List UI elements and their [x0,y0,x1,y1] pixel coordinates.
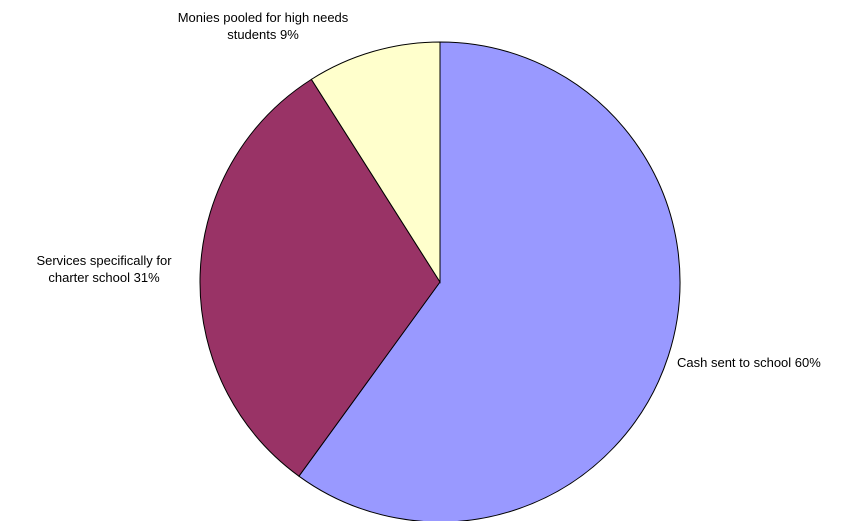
label-cash-sent-to-school: Cash sent to school 60% [677,355,821,370]
label-services-for-charter-school: Services specifically for charter school … [36,253,172,285]
label-cash-sent-to-school-line: Cash sent to school 60% [677,355,821,370]
label-monies-pooled-high-needs-line: students 9% [227,27,299,42]
pie-slices [199,41,681,521]
slice-labels: Cash sent to school 60% Services specific… [36,10,821,370]
slice-cash-sent-to-school [298,41,681,521]
label-services-for-charter-school-line: Services specifically for [36,253,172,268]
label-services-for-charter-school-line: charter school 31% [48,270,160,285]
label-monies-pooled-high-needs-line: Monies pooled for high needs [178,10,349,25]
label-monies-pooled-high-needs: Monies pooled for high needs students 9% [178,10,349,42]
slice-monies-pooled-high-needs [310,41,441,284]
slice-services-for-charter-school [199,78,441,477]
